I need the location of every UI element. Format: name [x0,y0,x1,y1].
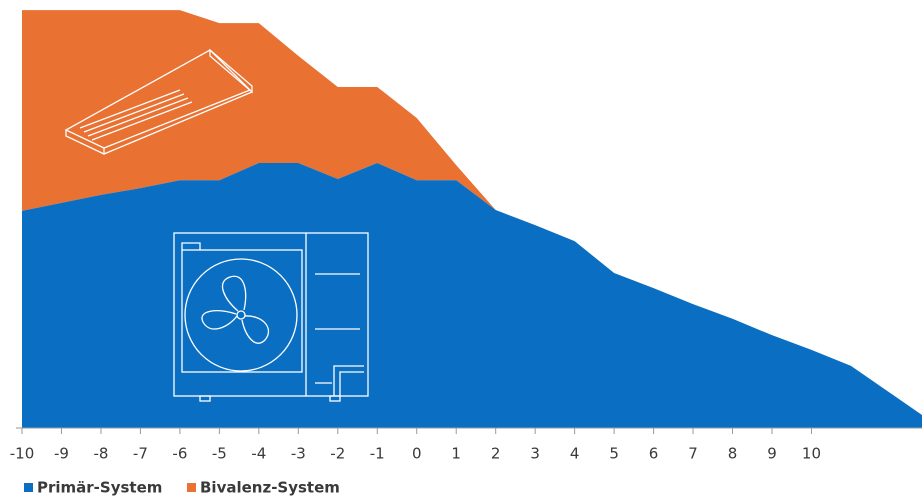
x-tick-label: 4 [570,445,580,463]
x-tick-label: -7 [133,445,148,463]
area [22,162,922,429]
x-tick-label: 7 [688,445,698,463]
x-tick-label: 8 [728,445,738,463]
plot-area [22,10,922,429]
x-tick-label: -5 [212,445,227,463]
x-tick-label: -8 [93,445,108,463]
x-tick-label: 10 [802,445,821,463]
x-tick-label: -4 [251,445,266,463]
x-tick-label: -10 [10,445,35,463]
x-tick-label: 0 [412,445,422,463]
heat-pump-icon [173,232,369,402]
x-axis: -10 -9 -8 -7 -6 -5 -4 -3 -2 -1 0 1 2 3 4 5 6 7 8 9 10 [10,427,922,463]
x-tick-label: -9 [54,445,69,463]
x-tick-label: 5 [609,445,619,463]
legend-swatch [187,483,196,492]
x-tick-label: 2 [491,445,501,463]
x-tick-label: 6 [649,445,659,463]
legend-label: Bivalenz-System [200,479,340,496]
x-tick-label: -1 [370,445,385,463]
x-tick-label: 3 [530,445,540,463]
x-tick-label: -3 [291,445,306,463]
x-tick-label: -2 [330,445,345,463]
legend: Primär-System Bivalenz-System [24,479,340,496]
legend-swatch [24,483,33,492]
x-tick-label: 1 [451,445,461,463]
x-tick-label: -6 [172,445,187,463]
legend-label: Primär-System [37,479,162,496]
area [22,10,922,415]
ceiling-heater-icon [64,48,253,155]
x-tick-label: 9 [767,445,777,463]
